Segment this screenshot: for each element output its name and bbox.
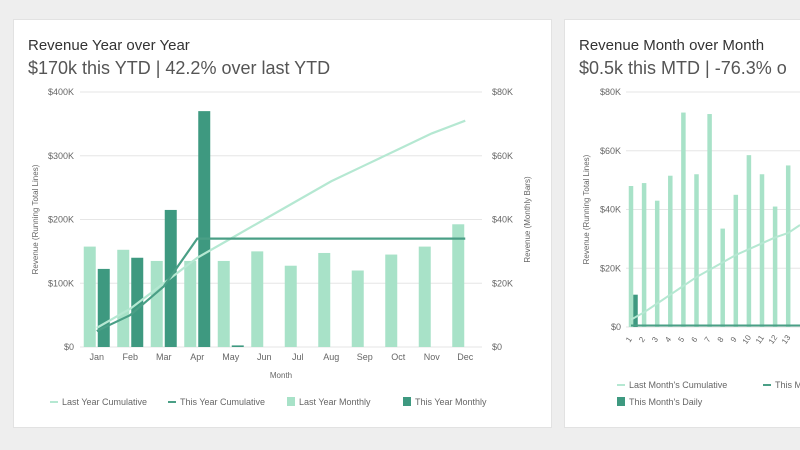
yoy-last-year-bar	[452, 224, 465, 347]
yoy-right-tick-label: $0	[492, 342, 502, 352]
yoy-legend-label: This Year Monthly	[415, 397, 487, 407]
yoy-last-year-bar	[351, 270, 364, 347]
mom-last-month-daily-bar	[746, 155, 752, 327]
yoy-last-year-bar	[251, 251, 264, 347]
mom-last-month-daily-bar	[641, 183, 647, 327]
mom-x-tick-label: 12	[767, 333, 780, 346]
mom-left-tick-label: $0	[611, 322, 621, 332]
yoy-right-tick-label: $60K	[492, 151, 513, 161]
mom-left-axis-label: Revenue (Running Total Lines)	[582, 154, 591, 264]
mom-x-tick-label: 11	[754, 333, 766, 345]
yoy-x-tick-label: Feb	[122, 352, 138, 362]
mom-legend-bar-swatch	[617, 397, 625, 406]
mom-last-month-daily-bar	[759, 174, 765, 327]
yoy-x-tick-label: Dec	[457, 352, 474, 362]
yoy-left-tick-label: $200K	[48, 215, 74, 225]
yoy-x-tick-label: Mar	[156, 352, 172, 362]
mom-last-month-daily-bar	[720, 228, 725, 327]
yoy-right-axis-label: Revenue (Monthly Bars)	[523, 176, 532, 263]
mom-x-tick-label: 7	[703, 335, 713, 344]
yoy-right-tick-label: $40K	[492, 215, 513, 225]
yoy-last-year-bar	[83, 246, 96, 347]
mom-last-month-daily-bar	[681, 112, 686, 327]
yoy-left-tick-label: $400K	[48, 87, 74, 97]
mom-x-tick-label: 9	[729, 335, 739, 344]
mom-last-month-daily-bar	[785, 165, 791, 327]
mom-x-tick-label: 8	[716, 335, 726, 344]
mom-x-tick-label: 5	[676, 335, 686, 344]
mom-x-tick-label: 2	[637, 335, 647, 344]
mom-legend-label: Last Month's Cumulative	[629, 380, 727, 390]
yoy-x-tick-label: Oct	[391, 352, 406, 362]
yoy-last-year-bar	[117, 249, 130, 347]
yoy-x-tick-label: Apr	[190, 352, 204, 362]
mom-last-month-daily-bar	[772, 206, 778, 327]
yoy-x-tick-label: Jun	[257, 352, 272, 362]
mom-last-month-daily-bar	[668, 175, 673, 327]
mom-last-month-daily-bar	[733, 194, 739, 327]
yoy-right-tick-label: $20K	[492, 278, 513, 288]
mom-left-tick-label: $60K	[600, 146, 621, 156]
yoy-x-tick-label: Aug	[323, 352, 339, 362]
mom-last-month-daily-bar	[694, 174, 699, 327]
mom-this-month-daily-bar	[633, 294, 638, 327]
yoy-left-axis-label: Revenue (Running Total Lines)	[31, 164, 40, 274]
mom-legend-label: This M	[775, 380, 800, 390]
yoy-legend-bar-swatch	[403, 397, 411, 406]
mom-x-tick-label: 13	[780, 333, 793, 346]
yoy-legend-bar-swatch	[287, 397, 295, 406]
yoy-last-year-bar	[284, 265, 297, 347]
mom-chart-title: Revenue Month over Month	[579, 37, 765, 54]
yoy-last-year-bar	[418, 246, 431, 347]
mom-last-month-cumulative-line	[630, 224, 800, 321]
yoy-left-tick-label: $300K	[48, 151, 74, 161]
yoy-chart-title: Revenue Year over Year	[28, 37, 190, 54]
yoy-x-tick-label: Jan	[89, 352, 104, 362]
mom-last-month-daily-bar	[628, 186, 634, 327]
yoy-left-tick-label: $0	[64, 342, 74, 352]
mom-left-tick-label: $20K	[600, 263, 621, 273]
yoy-x-tick-label: Nov	[424, 352, 441, 362]
mom-x-tick-label: 6	[689, 335, 699, 344]
yoy-last-year-bar	[184, 260, 197, 347]
yoy-right-tick-label: $80K	[492, 87, 513, 97]
yoy-x-axis-label: Month	[270, 371, 292, 380]
yoy-this-year-cumulative-line	[96, 237, 466, 333]
yoy-last-year-bar	[318, 252, 331, 347]
mom-last-month-daily-bar	[707, 114, 712, 327]
yoy-left-tick-label: $100K	[48, 278, 74, 288]
yoy-x-tick-label: Sep	[357, 352, 373, 362]
yoy-legend-label: Last Year Monthly	[299, 397, 371, 407]
yoy-this-year-bar	[231, 345, 244, 347]
mom-chart-subtitle: $0.5k this MTD | -76.3% o	[579, 58, 787, 78]
mom-last-month-daily-bar	[654, 200, 660, 327]
yoy-this-year-bar	[198, 111, 211, 347]
mom-left-tick-label: $40K	[600, 205, 621, 215]
yoy-last-year-bar	[150, 260, 163, 347]
mom-x-tick-label: 3	[650, 335, 660, 344]
mom-x-tick-label: 4	[663, 335, 673, 344]
yoy-last-year-bar	[385, 254, 398, 347]
page-bottom-strip	[0, 434, 800, 450]
yoy-x-tick-label: May	[222, 352, 240, 362]
yoy-x-tick-label: Jul	[292, 352, 304, 362]
mom-left-tick-label: $80K	[600, 87, 621, 97]
mom-x-tick-label: 1	[624, 335, 634, 344]
mom-x-tick-label: 10	[741, 333, 754, 346]
revenue-yoy-card: Revenue Year over Year $170k this YTD | …	[13, 19, 552, 428]
yoy-last-year-bar	[217, 260, 230, 347]
yoy-chart-subtitle: $170k this YTD | 42.2% over last YTD	[28, 58, 331, 78]
yoy-last-year-cumulative-line	[96, 119, 466, 329]
mom-legend-label: This Month's Daily	[629, 397, 703, 407]
yoy-legend-label: This Year Cumulative	[180, 397, 265, 407]
yoy-legend-label: Last Year Cumulative	[62, 397, 147, 407]
